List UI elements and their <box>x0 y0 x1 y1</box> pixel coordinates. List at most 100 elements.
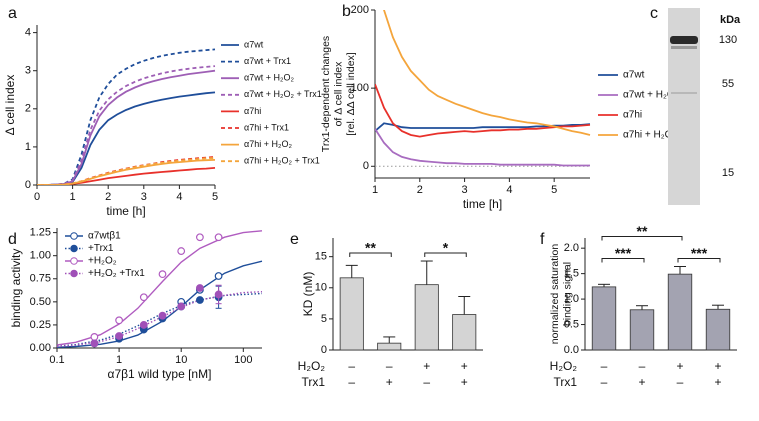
condition-label: H₂O₂ <box>298 359 326 373</box>
condition-mark: – <box>423 375 430 389</box>
significance-label: *** <box>691 245 708 261</box>
y-axis-label: Δ cell index <box>3 75 17 136</box>
condition-mark: – <box>639 359 646 373</box>
legend-label: +Trx1 <box>88 243 114 254</box>
significance-bracket <box>601 258 645 263</box>
condition-label: H₂O₂ <box>550 359 578 373</box>
gel-band <box>671 92 697 94</box>
y-tick-label: 0.75 <box>30 273 51 285</box>
bar <box>377 342 402 351</box>
legend-label: α7hi <box>623 110 642 121</box>
significance-bracket <box>677 258 721 263</box>
y-tick-label: 1 <box>25 141 31 153</box>
plot-area <box>375 10 591 167</box>
legend-label: α7wtβ1 <box>88 231 121 242</box>
legend-label: α7wt <box>623 70 645 81</box>
series-line <box>37 65 216 185</box>
gel-band <box>671 46 697 49</box>
x-tick-label: 2 <box>105 191 111 203</box>
x-tick-label: 4 <box>506 184 512 196</box>
legend-label: α7wt <box>244 39 264 49</box>
data-point <box>158 311 167 320</box>
legend-marker <box>70 232 78 240</box>
y-tick-label: 1.25 <box>30 227 51 239</box>
significance-label: *** <box>615 245 632 261</box>
data-point <box>195 233 204 242</box>
bar <box>667 273 693 351</box>
x-tick-label: 5 <box>551 184 557 196</box>
condition-label: Trx1 <box>553 375 577 389</box>
y-tick-label: 1.00 <box>30 250 51 262</box>
condition-mark: + <box>638 375 645 389</box>
data-point <box>214 233 223 242</box>
x-tick-label: 1 <box>372 184 378 196</box>
y-tick-label: 3 <box>25 65 31 77</box>
panel-letter: e <box>290 231 299 248</box>
data-point <box>214 272 223 280</box>
legend-label: α7wt + H₂O₂ <box>244 73 294 83</box>
unit-label: kDa <box>720 14 741 26</box>
x-tick-label: 0 <box>34 191 40 203</box>
condition-mark: + <box>461 359 468 373</box>
significance-label: ** <box>365 240 376 256</box>
data-point <box>177 247 186 255</box>
condition-mark: + <box>423 359 430 373</box>
series-line <box>37 91 216 185</box>
condition-mark: – <box>386 359 393 373</box>
y-axis-label: Trx1-dependent changes <box>320 36 332 152</box>
series-line <box>37 48 216 185</box>
y-axis-label: [rel. ΔΔ cell index] <box>345 52 357 136</box>
legend-marker <box>70 244 78 253</box>
data-point <box>90 333 99 341</box>
y-axis-label: KD (nM) <box>301 272 315 317</box>
y-axis-label: normalized saturation <box>549 244 561 345</box>
data-point <box>195 284 204 292</box>
series-line <box>37 157 216 185</box>
x-tick-label: 1 <box>116 354 122 366</box>
significance-bracket <box>424 252 467 258</box>
y-tick-label: 0.5 <box>564 318 579 330</box>
legend-marker <box>70 257 78 265</box>
x-axis-label: time [h] <box>106 204 145 218</box>
bar <box>591 286 617 351</box>
x-tick-label: 3 <box>141 191 147 203</box>
condition-label: Trx1 <box>301 375 325 389</box>
y-tick-label: 10 <box>315 282 327 294</box>
condition-mark: + <box>714 375 721 389</box>
plot-area <box>37 48 216 185</box>
marker-label: 130 <box>719 34 737 46</box>
panel-letter: c <box>650 5 658 22</box>
bar <box>414 284 439 351</box>
y-tick-label: 0 <box>25 179 31 191</box>
data-point <box>195 296 204 304</box>
bar <box>452 314 477 351</box>
condition-mark: – <box>348 359 355 373</box>
y-tick-label: 0.0 <box>564 344 579 356</box>
bar <box>339 277 364 351</box>
legend-label: +H₂O₂ +Trx1 <box>88 268 145 279</box>
data-point <box>115 332 124 340</box>
gel-band <box>670 36 698 44</box>
marker-label: 55 <box>722 78 734 90</box>
y-axis-label: binding activity <box>9 249 23 328</box>
y-tick-label: 100 <box>351 82 369 94</box>
legend-label: α7hi + H₂O₂ <box>244 139 292 149</box>
panel-letter: f <box>540 231 545 248</box>
condition-mark: – <box>601 359 608 373</box>
condition-mark: + <box>714 359 721 373</box>
data-point <box>177 302 186 311</box>
x-tick-label: 4 <box>176 191 182 203</box>
x-axis-label: time [h] <box>463 197 502 211</box>
x-tick-label: 5 <box>212 191 218 203</box>
x-tick-label: 3 <box>462 184 468 196</box>
significance-label: ** <box>637 223 648 239</box>
legend-marker <box>70 269 78 278</box>
condition-mark: – <box>677 375 684 389</box>
significance-label: * <box>443 240 449 256</box>
data-point <box>214 290 223 299</box>
condition-mark: – <box>601 375 608 389</box>
y-tick-label: 1.0 <box>564 293 579 305</box>
data-point <box>115 316 124 325</box>
panel-letter: d <box>8 231 17 248</box>
